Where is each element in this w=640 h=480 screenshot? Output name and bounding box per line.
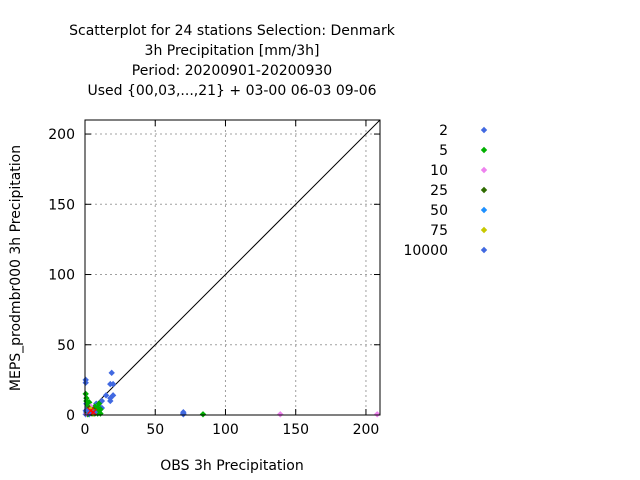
data-point [95, 400, 103, 407]
one-to-one-line [84, 119, 381, 416]
data-point [109, 380, 117, 388]
legend-marker [480, 226, 488, 234]
x-tick-label: 100 [212, 422, 239, 438]
legend-marker [480, 246, 488, 254]
legend-marker [480, 126, 488, 134]
legend-label: 5 [439, 143, 448, 159]
title-line-1: Scatterplot for 24 stations Selection: D… [69, 23, 396, 39]
y-axis-label: MEPS_prodmbr000 3h Precipitation [8, 145, 24, 391]
y-tick-label: 50 [57, 338, 75, 354]
legend-label: 10000 [403, 243, 448, 259]
y-tick-label: 100 [48, 268, 75, 284]
y-tick-label: 150 [48, 197, 75, 213]
legend-marker [480, 166, 488, 174]
grid-lines [85, 120, 380, 415]
overlay-marker [90, 408, 97, 416]
legend-marker [480, 146, 488, 154]
x-axis-ticks: 0 50 100 150 200 [81, 120, 380, 438]
legend-label: 10 [430, 163, 448, 179]
legend-label: 50 [430, 203, 448, 219]
title-line-4: Used {00,03,...,21} + 03-00 06-03 09-06 [87, 83, 376, 99]
data-point [97, 406, 104, 413]
x-tick-label: 200 [353, 422, 380, 438]
data-point [108, 369, 115, 377]
y-axis-ticks: 0 50 100 150 200 [48, 127, 380, 424]
data-point [277, 411, 284, 418]
x-tick-label: 150 [282, 422, 309, 438]
data-points [82, 369, 381, 418]
plot-frame [84, 119, 381, 416]
x-axis-label: OBS 3h Precipitation [160, 458, 303, 474]
data-point [107, 397, 114, 405]
y-tick-label: 200 [48, 127, 75, 143]
data-point [109, 392, 117, 399]
legend-label: 25 [430, 183, 448, 199]
x-tick-label: 50 [146, 422, 164, 438]
y-tick-label: 0 [66, 408, 75, 424]
title-line-2: 3h Precipitation [mm/3h] [145, 43, 320, 59]
x-tick-label: 0 [81, 422, 90, 438]
data-point [82, 376, 89, 384]
title-line-3: Period: 20200901-20200930 [132, 63, 332, 79]
data-point [180, 411, 187, 418]
legend-marker [480, 206, 488, 214]
data-point [82, 390, 89, 398]
chart-title: Scatterplot for 24 stations Selection: D… [69, 23, 396, 99]
overlay-marker [87, 407, 95, 415]
legend-label: 75 [430, 223, 448, 239]
legend-label: 2 [439, 123, 448, 139]
data-point [373, 411, 381, 418]
data-point [102, 392, 110, 399]
legend-marker [480, 186, 488, 194]
overlay-points [87, 407, 97, 416]
data-point [199, 411, 207, 418]
